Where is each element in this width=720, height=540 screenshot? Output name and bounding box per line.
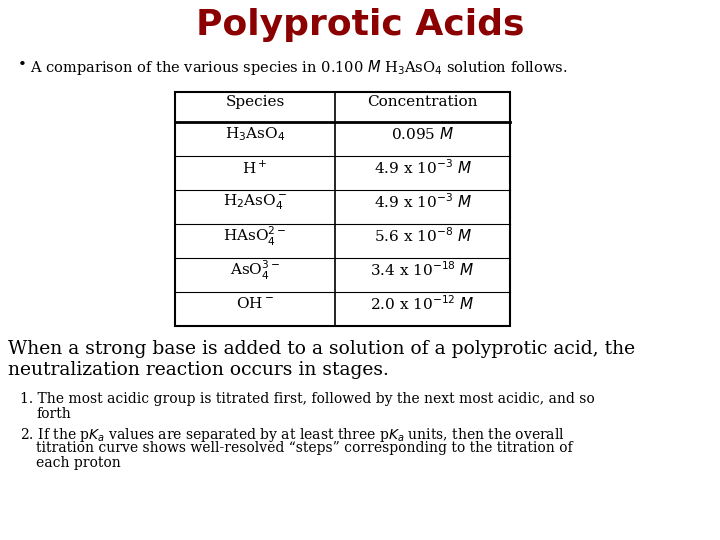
Text: 4.9 x 10$^{-3}$ $\mathit{M}$: 4.9 x 10$^{-3}$ $\mathit{M}$ [374,193,472,211]
Text: 5.6 x 10$^{-8}$ $\mathit{M}$: 5.6 x 10$^{-8}$ $\mathit{M}$ [374,227,472,245]
Text: titration curve shows well-resolved “steps” corresponding to the titration of: titration curve shows well-resolved “ste… [36,441,572,455]
Bar [175,92,510,326]
Text: H$_3$AsO$_4$: H$_3$AsO$_4$ [225,125,285,143]
Text: 3.4 x 10$^{-18}$ $\mathit{M}$: 3.4 x 10$^{-18}$ $\mathit{M}$ [370,261,475,279]
Text: AsO$_4^{3-}$: AsO$_4^{3-}$ [230,259,280,281]
Text: H$^+$: H$^+$ [243,159,268,177]
Text: OH$^-$: OH$^-$ [236,296,274,312]
Text: Polyprotic Acids: Polyprotic Acids [196,8,524,42]
Text: H$_2$AsO$_4^-$: H$_2$AsO$_4^-$ [223,192,287,212]
Text: 2. If the p$K_a$ values are separated by at least three p$K_a$ units, then the o: 2. If the p$K_a$ values are separated by… [20,426,564,444]
Text: 4.9 x 10$^{-3}$ $\mathit{M}$: 4.9 x 10$^{-3}$ $\mathit{M}$ [374,159,472,177]
Text: 2.0 x 10$^{-12}$ $\mathit{M}$: 2.0 x 10$^{-12}$ $\mathit{M}$ [370,295,475,313]
Text: 1. The most acidic group is titrated first, followed by the next most acidic, an: 1. The most acidic group is titrated fir… [20,392,595,406]
Text: forth: forth [36,407,71,421]
Text: neutralization reaction occurs in stages.: neutralization reaction occurs in stages… [8,361,389,379]
Text: •: • [18,58,27,72]
Text: HAsO$_4^{2-}$: HAsO$_4^{2-}$ [223,225,287,248]
Text: A comparison of the various species in 0.100 $\mathit{M}$ H$_3$AsO$_4$ solution : A comparison of the various species in 0… [30,58,567,77]
Text: Concentration: Concentration [367,95,478,109]
Text: Species: Species [225,95,284,109]
Text: When a strong base is added to a solution of a polyprotic acid, the: When a strong base is added to a solutio… [8,340,635,358]
Text: 0.095 $\mathit{M}$: 0.095 $\mathit{M}$ [391,126,454,142]
Text: each proton: each proton [36,456,121,470]
